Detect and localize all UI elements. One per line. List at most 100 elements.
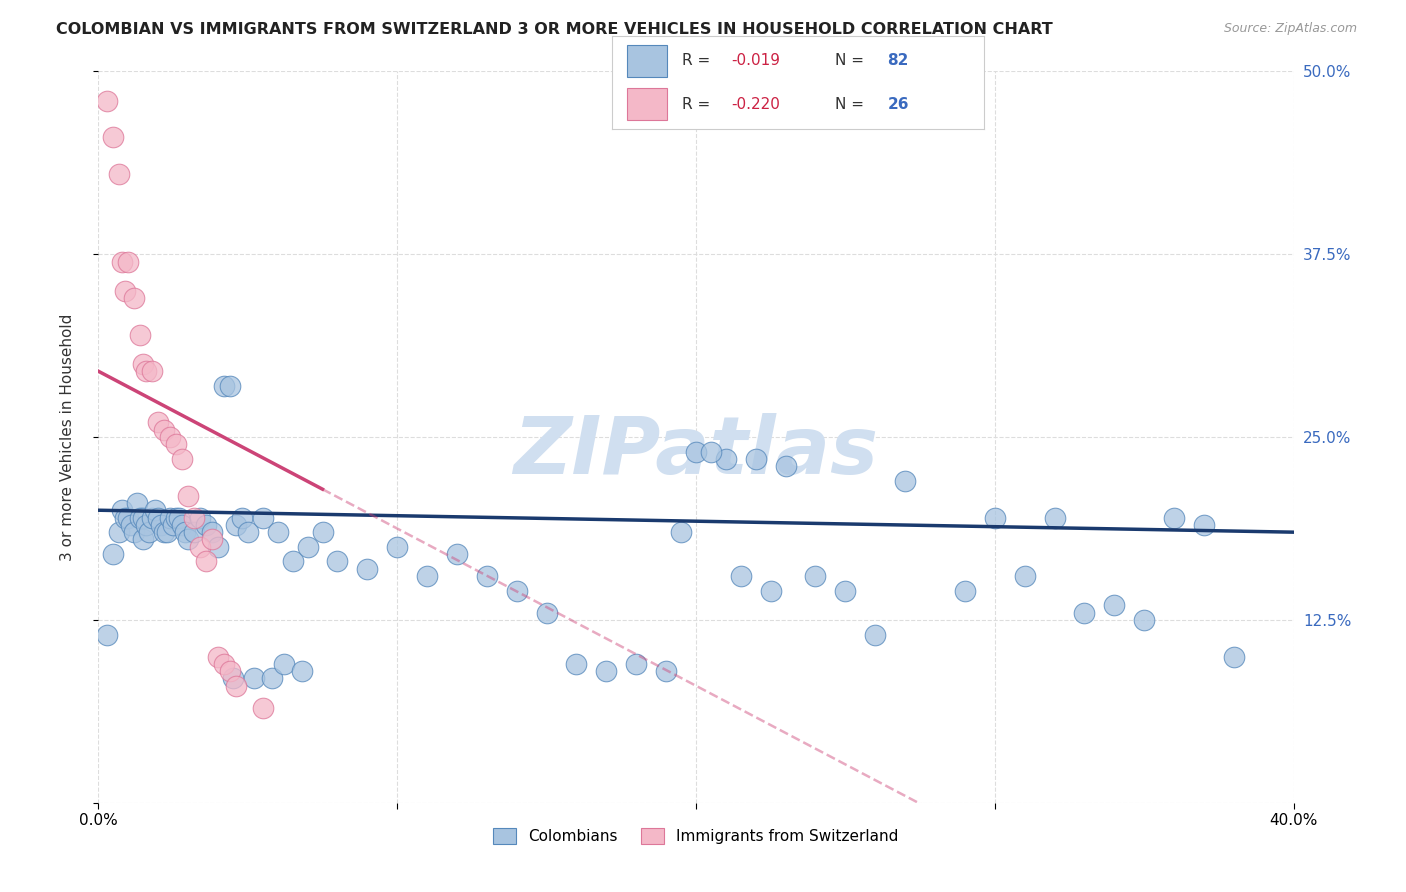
Point — [730, 569, 752, 583]
Point — [225, 679, 247, 693]
Point — [759, 583, 782, 598]
Point — [446, 547, 468, 561]
Point — [297, 540, 319, 554]
Point — [865, 627, 887, 641]
Point — [172, 452, 194, 467]
Point — [260, 672, 283, 686]
Point — [595, 664, 617, 678]
Point — [1104, 599, 1126, 613]
Point — [1043, 510, 1066, 524]
Point — [129, 327, 152, 342]
Point — [141, 364, 163, 378]
Text: -0.220: -0.220 — [731, 96, 780, 112]
Point — [212, 657, 235, 671]
Text: N =: N = — [835, 54, 865, 69]
Bar — [627, 45, 668, 77]
Point — [162, 517, 184, 532]
Point — [165, 510, 187, 524]
Point — [506, 583, 529, 598]
Point — [96, 94, 118, 108]
Point — [120, 517, 142, 532]
Point — [1014, 569, 1036, 583]
Point — [1163, 510, 1185, 524]
Text: N =: N = — [835, 96, 865, 112]
Point — [195, 554, 218, 568]
Point — [114, 510, 136, 524]
Point — [129, 510, 152, 524]
Point — [132, 357, 155, 371]
Point — [124, 291, 146, 305]
Point — [108, 167, 131, 181]
Point — [1133, 613, 1156, 627]
Point — [222, 672, 245, 686]
Point — [132, 533, 155, 547]
Point — [132, 510, 155, 524]
Point — [159, 510, 181, 524]
Point — [172, 517, 194, 532]
Point — [225, 517, 247, 532]
Point — [745, 452, 768, 467]
Point — [273, 657, 295, 671]
Point — [685, 444, 707, 458]
Point — [267, 525, 290, 540]
Text: COLOMBIAN VS IMMIGRANTS FROM SWITZERLAND 3 OR MORE VEHICLES IN HOUSEHOLD CORRELA: COLOMBIAN VS IMMIGRANTS FROM SWITZERLAND… — [56, 22, 1053, 37]
Point — [111, 254, 134, 268]
Point — [183, 525, 205, 540]
Point — [626, 657, 648, 671]
Point — [1073, 606, 1095, 620]
Point — [326, 554, 349, 568]
Point — [103, 130, 125, 145]
Point — [183, 510, 205, 524]
Point — [150, 517, 173, 532]
Text: -0.019: -0.019 — [731, 54, 780, 69]
Text: R =: R = — [682, 54, 710, 69]
Point — [141, 510, 163, 524]
Point — [188, 540, 211, 554]
Point — [207, 649, 229, 664]
Point — [700, 444, 723, 458]
Point — [148, 510, 170, 524]
Point — [114, 284, 136, 298]
Point — [167, 510, 190, 524]
Point — [356, 562, 378, 576]
Point — [984, 510, 1007, 524]
Text: 26: 26 — [887, 96, 908, 112]
Point — [212, 379, 235, 393]
Point — [924, 101, 946, 115]
Point — [953, 583, 976, 598]
Point — [1192, 517, 1215, 532]
Legend: Colombians, Immigrants from Switzerland: Colombians, Immigrants from Switzerland — [488, 822, 904, 850]
Y-axis label: 3 or more Vehicles in Household: 3 or more Vehicles in Household — [60, 313, 75, 561]
Point — [775, 459, 797, 474]
Point — [219, 664, 242, 678]
Point — [669, 525, 692, 540]
Point — [894, 474, 917, 488]
Point — [291, 664, 314, 678]
Point — [153, 423, 176, 437]
Bar — [627, 88, 668, 120]
Point — [252, 510, 274, 524]
Text: 82: 82 — [887, 54, 908, 69]
Point — [108, 525, 131, 540]
Point — [252, 700, 274, 714]
Point — [117, 254, 139, 268]
Point — [135, 517, 157, 532]
Point — [195, 517, 218, 532]
Point — [111, 503, 134, 517]
Text: R =: R = — [682, 96, 710, 112]
Point — [416, 569, 439, 583]
Point — [385, 540, 409, 554]
Text: ZIPatlas: ZIPatlas — [513, 413, 879, 491]
Point — [475, 569, 498, 583]
Point — [103, 547, 125, 561]
Point — [117, 510, 139, 524]
Point — [219, 379, 242, 393]
Point — [236, 525, 259, 540]
Point — [177, 533, 200, 547]
Point — [153, 525, 176, 540]
Point — [165, 437, 187, 451]
Point — [834, 583, 856, 598]
Point — [201, 525, 224, 540]
Point — [655, 664, 678, 678]
Point — [188, 510, 211, 524]
